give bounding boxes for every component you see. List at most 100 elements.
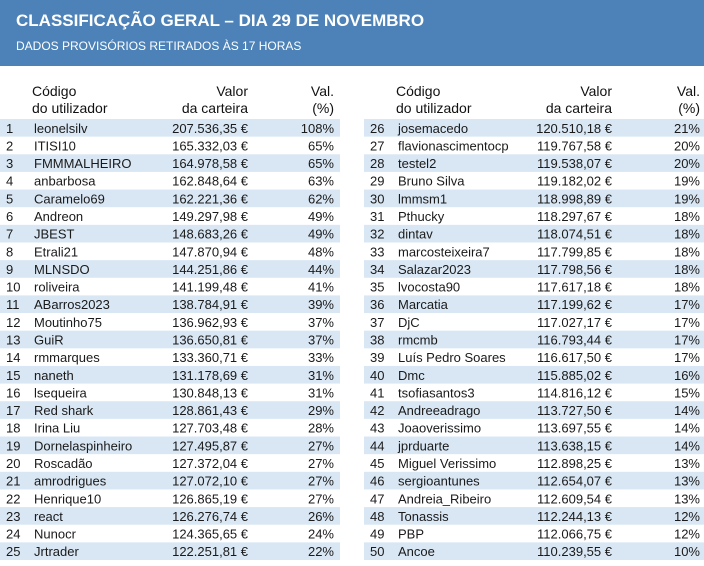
percent-change: 20% (674, 156, 700, 171)
rank: 12 (6, 315, 20, 330)
rank: 15 (6, 368, 20, 383)
portfolio-value: 127.372,04 € (172, 456, 249, 471)
portfolio-value: 114.816,12 € (537, 385, 613, 400)
user-name: Caramelo69 (34, 191, 105, 206)
percent-change: 37% (308, 315, 334, 330)
percent-change: 22% (308, 544, 334, 559)
row-stripe (364, 154, 704, 172)
rank: 38 (370, 333, 384, 348)
rank: 46 (370, 474, 384, 489)
percent-change: 18% (674, 209, 700, 224)
percent-change: 17% (674, 315, 700, 330)
rank: 27 (370, 138, 384, 153)
percent-change: 13% (674, 456, 700, 471)
rank: 34 (370, 262, 384, 277)
column-header: da carteira (546, 100, 612, 116)
rank: 16 (6, 385, 20, 400)
portfolio-value: 117.617,18 € (537, 280, 613, 295)
user-name: ITISI10 (34, 138, 76, 153)
portfolio-value: 120.510,18 € (536, 121, 613, 136)
row-stripe (364, 507, 704, 525)
rank: 28 (370, 156, 384, 171)
user-name: sergioantunes (398, 474, 480, 489)
user-name: Dmc (398, 368, 425, 383)
percent-change: 17% (674, 350, 700, 365)
percent-change: 49% (308, 209, 334, 224)
user-name: marcosteixeira7 (398, 244, 490, 259)
portfolio-value: 141.199,48 € (172, 280, 249, 295)
rank: 35 (370, 280, 384, 295)
portfolio-value: 136.962,93 € (172, 315, 249, 330)
user-name: Henrique10 (34, 491, 101, 506)
rank: 36 (370, 297, 384, 312)
user-name: lmmsm1 (398, 191, 447, 206)
percent-change: 18% (674, 244, 700, 259)
percent-change: 14% (674, 438, 700, 453)
row-stripe (0, 436, 340, 455)
title: CLASSIFICAÇÃO GERAL – DIA 29 DE NOVEMBRO (16, 10, 424, 30)
user-name: GuiR (34, 333, 64, 348)
portfolio-value: 112.898,25 € (537, 456, 613, 471)
rank: 49 (370, 527, 384, 542)
portfolio-value: 149.297,98 € (172, 209, 249, 224)
percent-change: 20% (674, 138, 700, 153)
rank: 13 (6, 333, 20, 348)
percent-change: 14% (674, 421, 700, 436)
rank: 22 (6, 491, 20, 506)
user-name: PBP (398, 527, 424, 542)
rank: 3 (6, 156, 13, 171)
portfolio-value: 122.251,81 € (172, 544, 249, 559)
rank: 30 (370, 191, 384, 206)
row-stripe (0, 401, 340, 419)
row-stripe (364, 365, 704, 384)
rank: 43 (370, 421, 384, 436)
user-name: Salazar2023 (398, 262, 471, 277)
portfolio-value: 116.793,44 € (537, 333, 613, 348)
percent-change: 28% (308, 421, 334, 436)
rank: 17 (6, 403, 20, 418)
portfolio-value: 117.027,17 € (537, 315, 613, 330)
portfolio-value: 126.865,19 € (172, 491, 249, 506)
column-header: Código (396, 83, 441, 99)
rank: 4 (6, 174, 13, 189)
user-name: rmcmb (398, 333, 438, 348)
user-name: JBEST (34, 227, 75, 242)
portfolio-value: 119.538,07 € (537, 156, 613, 171)
rank: 8 (6, 244, 13, 259)
user-name: react (34, 509, 63, 524)
user-name: tsofiasantos3 (398, 385, 475, 400)
rank: 32 (370, 227, 384, 242)
portfolio-value: 138.784,91 € (172, 297, 249, 312)
row-stripe (0, 260, 340, 278)
row-stripe (0, 507, 340, 525)
percent-change: 49% (308, 227, 334, 242)
column-header: da carteira (182, 100, 248, 116)
portfolio-value: 118.074,51 € (537, 227, 613, 242)
percent-change: 39% (308, 297, 334, 312)
rank: 20 (6, 456, 20, 471)
user-name: jprduarte (397, 438, 449, 453)
rank: 5 (6, 191, 13, 206)
percent-change: 26% (308, 509, 334, 524)
user-name: lsequeira (34, 385, 88, 400)
portfolio-value: 116.617,50 € (537, 350, 613, 365)
row-stripe (364, 542, 704, 560)
portfolio-value: 133.360,71 € (172, 350, 249, 365)
percent-change: 13% (674, 491, 700, 506)
portfolio-value: 136.650,81 € (172, 333, 249, 348)
rank: 37 (370, 315, 384, 330)
portfolio-value: 131.178,69 € (172, 368, 249, 383)
portfolio-value: 117.199,62 € (537, 297, 613, 312)
rank: 6 (6, 209, 13, 224)
portfolio-value: 119.182,02 € (537, 174, 613, 189)
column-header: (%) (678, 100, 700, 116)
user-name: Pthucky (398, 209, 445, 224)
row-stripe (364, 119, 704, 137)
percent-change: 14% (674, 403, 700, 418)
row-stripe (364, 224, 704, 243)
portfolio-value: 162.848,64 € (172, 174, 249, 189)
rank: 25 (6, 544, 20, 559)
column-header: Código (32, 83, 77, 99)
portfolio-value: 115.885,02 € (537, 368, 613, 383)
user-name: Marcatia (398, 297, 449, 312)
